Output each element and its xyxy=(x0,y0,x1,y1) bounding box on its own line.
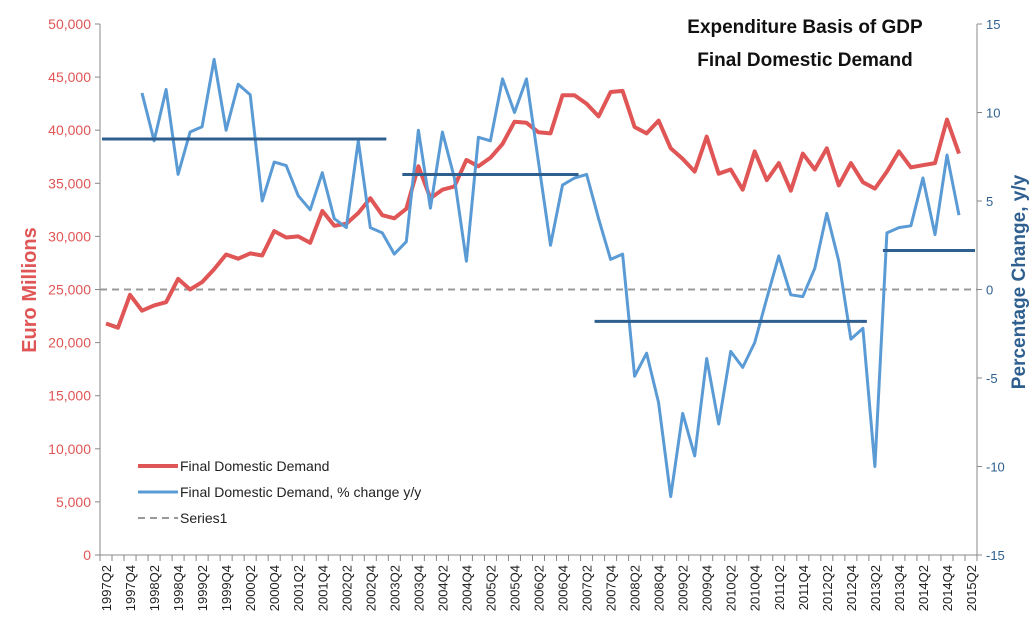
x-axis-tick-label: 1997Q4 xyxy=(123,565,138,611)
x-axis-tick-label: 2011Q4 xyxy=(796,565,811,610)
x-axis-tick-label: 2007Q4 xyxy=(604,565,619,611)
right-axis-tick-label: 5 xyxy=(986,194,993,209)
right-axis-tick-label: 10 xyxy=(986,106,1000,121)
x-axis-tick-label: 2014Q4 xyxy=(940,565,955,611)
x-axis-tick-label: 2014Q2 xyxy=(916,565,931,611)
legend-label: Final Domestic Demand, % change y/y xyxy=(180,484,421,500)
x-axis-tick-label: 2010Q4 xyxy=(748,565,763,611)
left-axis-tick-label: 45,000 xyxy=(48,69,91,85)
x-axis-tick-label: 2008Q4 xyxy=(652,565,667,611)
x-axis-tick-label: 2015Q2 xyxy=(964,565,979,611)
legend-label: Final Domestic Demand xyxy=(180,458,329,474)
x-axis-tick-label: 2005Q4 xyxy=(507,565,522,611)
x-axis-tick-label: 1999Q4 xyxy=(219,565,234,611)
x-axis-tick-label: 1997Q2 xyxy=(99,565,114,611)
series-line-percent-change xyxy=(140,57,961,499)
x-axis-tick-label: 2001Q4 xyxy=(315,565,330,611)
x-axis-tick-label: 2000Q4 xyxy=(267,565,282,611)
chart-legend: Final Domestic Demand Final Domestic Dema… xyxy=(138,458,421,526)
x-axis-tick-label: 1998Q4 xyxy=(171,565,186,611)
left-axis-tick-label: 10,000 xyxy=(48,441,91,457)
left-axis-tick-label: 40,000 xyxy=(48,122,91,138)
left-axis-tick-label: 35,000 xyxy=(48,175,91,191)
left-axis-tick-label: 20,000 xyxy=(48,335,91,351)
x-axis-tick-label: 2004Q2 xyxy=(435,565,450,611)
x-axis-tick-label: 2002Q4 xyxy=(363,565,378,611)
x-axis-tick-label: 2013Q2 xyxy=(868,565,883,611)
right-axis-label: Percentage Change, y/y xyxy=(1009,174,1030,389)
x-axis-tick-label: 2008Q2 xyxy=(628,565,643,611)
x-axis-tick-label: 2012Q2 xyxy=(820,565,835,611)
x-axis-tick-label: 2013Q4 xyxy=(892,565,907,611)
x-axis-tick-label: 2012Q4 xyxy=(844,565,859,611)
x-axis-tick-label: 1998Q2 xyxy=(147,565,162,611)
x-axis-tick-label: 2003Q2 xyxy=(387,565,402,611)
chart-title-line-1: Expenditure Basis of GDP xyxy=(687,17,923,38)
x-axis-tick-label: 2009Q4 xyxy=(700,565,715,611)
right-axis-tick-label: 15 xyxy=(986,17,1000,32)
right-axis-tick-label: -15 xyxy=(986,548,1005,563)
left-axis-label: Euro Millions xyxy=(19,227,41,353)
x-axis-tick-label: 2004Q4 xyxy=(459,565,474,611)
left-axis-tick-label: 5,000 xyxy=(56,494,91,510)
x-axis-tick-label: 2006Q4 xyxy=(556,565,571,611)
x-axis-tick-label: 2001Q2 xyxy=(291,565,306,611)
x-axis-tick-label: 2003Q4 xyxy=(411,565,426,611)
x-axis-tick-label: 2005Q2 xyxy=(483,565,498,611)
right-axis-tick-label: -10 xyxy=(986,460,1005,475)
left-axis-tick-label: 50,000 xyxy=(48,16,91,32)
x-axis-tick-label: 2011Q2 xyxy=(772,565,787,610)
chart-title-line-2: Final Domestic Demand xyxy=(697,50,912,71)
chart-axes: 0 5,000 10,000 15,000 20,000 25,000 30,000 35,0… xyxy=(48,16,1005,611)
x-axis-tick-label: 2006Q2 xyxy=(532,565,547,611)
right-axis-tick-label: 0 xyxy=(986,283,993,298)
left-axis-tick-label: 30,000 xyxy=(48,228,91,244)
legend-label: Series1 xyxy=(180,510,228,526)
right-axis-tick-label: -5 xyxy=(986,371,998,386)
x-axis-tick-label: 2000Q2 xyxy=(243,565,258,611)
x-axis-tick-label: 2009Q2 xyxy=(676,565,691,611)
x-axis-tick-label: 1999Q2 xyxy=(195,565,210,611)
chart-series-layer xyxy=(100,57,977,499)
x-axis-tick-label: 2002Q2 xyxy=(339,565,354,611)
chart-title: Expenditure Basis of GDP Final Domestic … xyxy=(687,17,923,71)
left-axis-tick-label: 15,000 xyxy=(48,388,91,404)
x-axis-tick-label: 2010Q2 xyxy=(724,565,739,611)
x-axis-tick-label: 2007Q2 xyxy=(580,565,595,611)
left-axis-tick-label: 25,000 xyxy=(48,282,91,298)
left-axis-tick-label: 0 xyxy=(83,547,91,563)
